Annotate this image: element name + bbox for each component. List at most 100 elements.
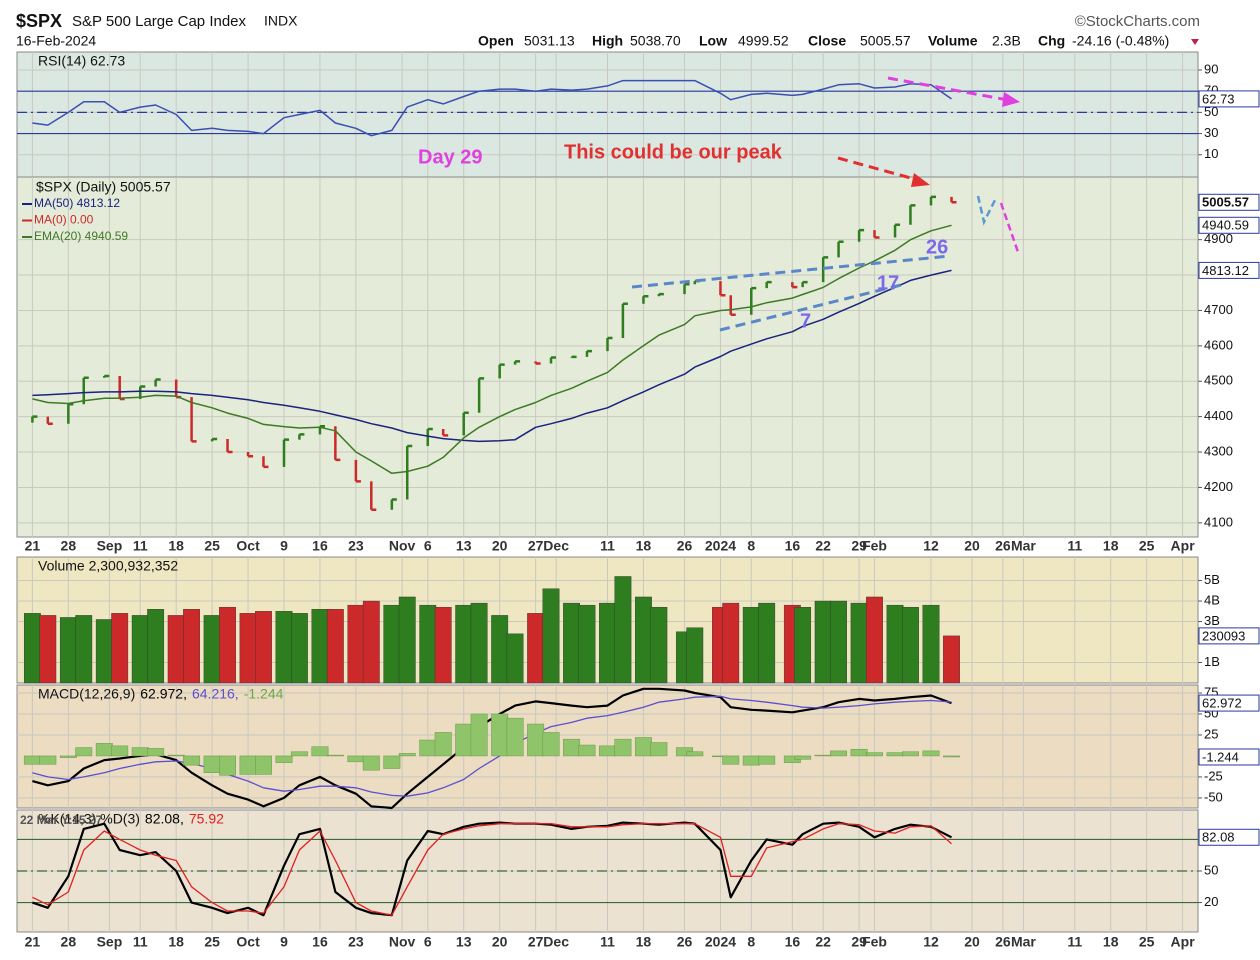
volume-bar [75,615,93,684]
price-bar [498,363,505,379]
panel-title: %K(14,3) %D(3) [38,811,140,827]
x-tick-label: Nov [389,538,416,554]
y-tick-label: 1B [1204,654,1220,669]
x-tick-label: 25 [1139,934,1155,950]
histogram-bar [383,755,401,769]
volume-bar [239,613,257,684]
x-tick-label: Oct [236,538,260,554]
volume-bar [635,596,652,684]
arrow-head [911,173,930,187]
x-tick-label: Feb [862,538,887,554]
histogram-bar [362,755,380,771]
price-bar [657,292,664,297]
histogram-bar [311,746,329,757]
volume-bar [886,604,904,684]
x-tick-label: 18 [1103,538,1119,554]
y-tick-label: -25 [1204,768,1223,783]
price-bar [719,281,726,297]
quote-value: 2.3B [992,33,1021,49]
annotation: Day 29 [418,146,483,168]
histogram-bar [830,750,848,757]
arrow-head [1002,92,1020,107]
price-bar [549,356,557,364]
volume-bar [850,602,868,684]
volume-bar [147,609,165,684]
x-tick-label: 20 [492,934,508,950]
x-tick-label: 6 [424,934,432,950]
histogram-bar [650,742,668,757]
volume-bar [255,611,272,684]
y-tick-label: -50 [1204,789,1223,804]
volume-bar [650,606,668,684]
volume-bar [23,613,41,684]
histogram-bar [527,723,545,757]
histogram-bar [59,755,77,758]
x-tick-label: 26 [677,934,693,950]
value-label: 82.08 [1202,830,1235,845]
price-bar [534,361,541,365]
price-bar [929,195,936,206]
price-bar [801,280,808,288]
value-label: 4813.12 [1202,263,1249,278]
histogram-bar [866,752,883,757]
volume-bar [59,617,77,684]
volume-bar [506,633,524,684]
histogram-bar [506,717,524,757]
histogram-bar [95,743,113,757]
histogram-bar [491,713,509,757]
x-tick-label: 9 [280,934,288,950]
annotation: 17 [877,272,899,294]
x-tick-label: 11 [133,934,148,950]
x-tick-label: 27 [528,934,544,950]
volume-bar [758,602,776,684]
x-tick-label: Oct [236,934,260,950]
histogram-bar [470,713,488,757]
histogram-bar [75,747,93,757]
quote-key: Volume [928,33,978,49]
volume-bar [434,606,452,684]
x-tick-label: Nov [389,934,416,950]
histogram-bar [219,755,236,776]
x-tick-label: 12 [923,538,939,554]
series-line [32,823,952,916]
price-bar [46,416,53,425]
y-tick-label: 50 [1204,104,1218,119]
histogram-bar [886,752,904,757]
x-tick-label: 21 [25,934,41,950]
projection [999,202,1020,253]
histogram-bar [275,755,293,763]
drawings [631,76,1020,332]
annotation: 26 [926,236,948,258]
quote-key: High [592,33,623,49]
histogram-bar [203,755,221,773]
histogram-bar [686,751,704,757]
histogram-bar [131,747,149,757]
x-tick-label: 6 [424,538,432,554]
y-tick-label: 3B [1204,613,1220,628]
legend-entry: MA(0) 0.00 [34,213,94,227]
volume-bar [398,596,416,684]
quote-value: 5038.70 [630,33,681,49]
price-bar [462,411,469,436]
panel-title: MACD(12,26,9) [38,686,135,702]
volume-bar [347,604,365,684]
annotation: 7 [800,310,811,332]
volume-bar [95,619,113,684]
price-bar [621,302,628,339]
exchange: INDX [264,13,298,29]
x-tick-label: 23 [348,538,364,554]
volume-bar [470,602,488,684]
y-tick-label: 4900 [1204,231,1233,246]
x-tick-label: 11 [1067,538,1082,554]
price-bar [821,256,829,283]
price-bar [246,452,254,458]
y-tick-label: 4500 [1204,373,1233,388]
price-bar [683,283,690,295]
moving-average [32,224,952,475]
x-tick-label: Dec [543,538,569,554]
quote-value: -24.16 (-0.48%) [1072,33,1169,49]
price-bar [67,403,74,424]
volume-bar [902,606,919,684]
price-bar [857,228,865,242]
